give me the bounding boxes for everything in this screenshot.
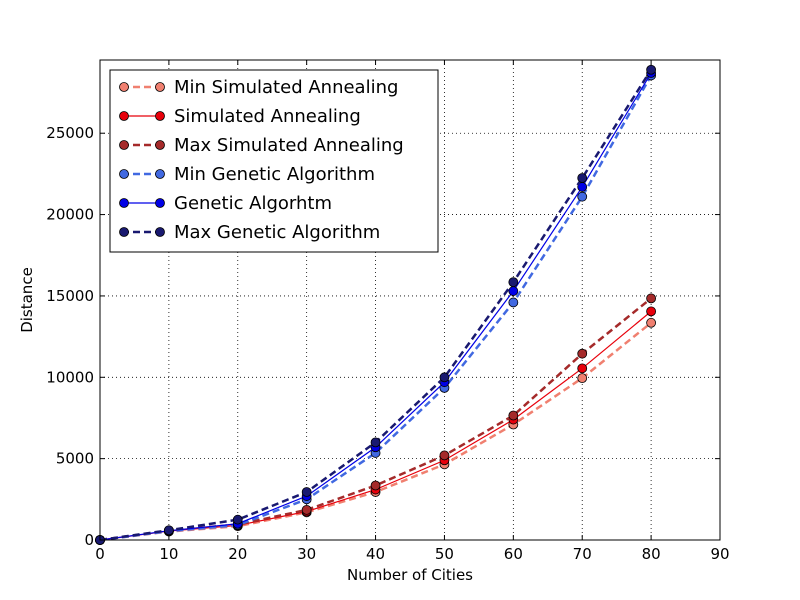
x-tick-label: 60 (504, 545, 523, 563)
data-point (232, 514, 243, 525)
legend-entry: Min Genetic Algorithm (119, 164, 375, 185)
data-point (508, 286, 519, 296)
x-tick-label: 30 (297, 545, 316, 563)
data-point (301, 487, 312, 497)
series-6 (95, 64, 657, 545)
legend-label: Max Genetic Algorithm (174, 222, 380, 243)
legend-label: Min Simulated Annealing (174, 77, 398, 98)
y-axis-title: Distance (18, 267, 36, 333)
legend-marker (155, 169, 165, 179)
legend-marker (155, 227, 165, 237)
y-tick-label: 20000 (46, 206, 94, 224)
legend-marker (119, 82, 129, 92)
data-point (508, 297, 519, 308)
data-point (370, 480, 381, 491)
x-tick-label: 40 (366, 545, 385, 563)
data-point (439, 450, 450, 461)
legend-label: Simulated Annealing (174, 106, 361, 127)
data-point (577, 373, 588, 384)
y-tick-label: 5000 (56, 450, 94, 468)
x-axis-title: Number of Cities (347, 566, 473, 584)
data-point (577, 348, 588, 359)
legend-label: Genetic Algorhtm (174, 193, 332, 214)
legend: Min Simulated Annealing Simulated Anneali… (109, 69, 439, 253)
data-point (646, 293, 657, 304)
x-tick-label: 80 (642, 545, 661, 563)
legend-marker (155, 111, 165, 121)
data-point (577, 191, 588, 202)
legend-entry: Simulated Annealing (119, 106, 361, 127)
legend-marker (155, 198, 165, 208)
legend-label: Min Genetic Algorithm (174, 164, 375, 185)
data-point (577, 363, 588, 374)
y-tick-label: 15000 (46, 287, 94, 305)
legend-marker (119, 198, 129, 208)
x-tick-label: 90 (710, 545, 729, 563)
plot-frame (99, 59, 721, 541)
legend-marker (119, 111, 129, 121)
data-point (577, 173, 588, 183)
x-tick-label: 10 (159, 545, 178, 563)
x-tick-label: 50 (435, 545, 454, 563)
ticks: 0 10 20 30 40 50 60 70 80 90 0 5000 10000 15000 20000 2… (46, 60, 730, 563)
x-tick-label: 0 (95, 545, 105, 563)
x-tick-label: 20 (228, 545, 247, 563)
data-point (646, 64, 657, 75)
data-point (646, 317, 657, 328)
x-tick-label: 70 (573, 545, 592, 563)
data-point (508, 410, 519, 421)
legend-label: Max Simulated Annealing (174, 135, 404, 156)
legend-entry: Genetic Algorhtm (119, 193, 332, 214)
y-tick-label: 10000 (46, 368, 94, 386)
legend-marker (119, 169, 129, 179)
data-point (646, 306, 657, 317)
data-point (439, 372, 450, 383)
legend-entry: Max Simulated Annealing (119, 135, 404, 156)
data-point (508, 277, 519, 288)
series-layer (95, 64, 657, 545)
legend-marker (155, 82, 165, 92)
legend-marker (119, 227, 129, 237)
series-line (99, 74, 653, 542)
y-tick-label: 0 (84, 531, 94, 549)
legend-entry: Max Genetic Algorithm (119, 222, 380, 243)
legend-box (109, 69, 439, 253)
legend-entry: Min Simulated Annealing (119, 77, 398, 98)
data-point (301, 504, 312, 515)
data-point (370, 437, 381, 448)
y-tick-label: 25000 (46, 124, 94, 142)
legend-marker (155, 140, 165, 150)
data-point (163, 525, 174, 536)
legend-marker (119, 140, 129, 150)
